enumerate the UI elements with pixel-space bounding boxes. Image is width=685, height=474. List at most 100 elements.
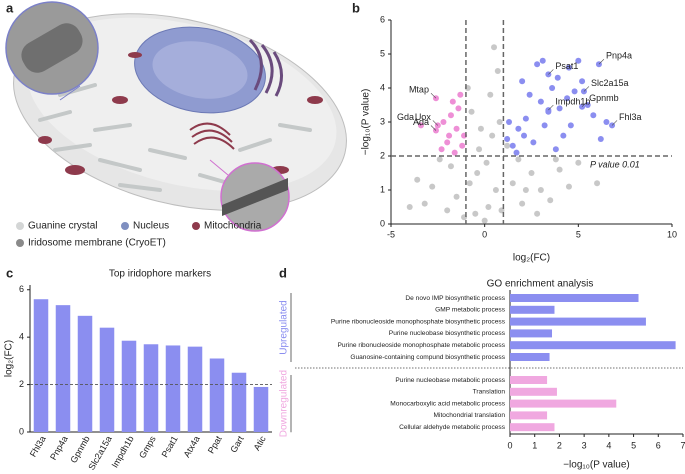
x-tick-label: 6 bbox=[656, 440, 661, 450]
bar bbox=[231, 372, 247, 432]
y-tick-label: 2 bbox=[19, 379, 24, 389]
x-tick-label: Ppat bbox=[206, 434, 224, 455]
bar bbox=[253, 386, 269, 432]
x-tick-label: Atic bbox=[252, 434, 268, 452]
panel-label: b bbox=[352, 0, 360, 15]
y-tick-label: 4 bbox=[19, 332, 24, 342]
bar bbox=[510, 341, 676, 350]
point bbox=[547, 197, 554, 204]
point bbox=[447, 112, 454, 119]
y-tick-label: Monocarboxylic acid metabolic process bbox=[390, 400, 505, 407]
point bbox=[549, 85, 556, 91]
legend-label: Mitochondria bbox=[204, 221, 262, 232]
point bbox=[455, 105, 462, 112]
point-label: Slc2a15a bbox=[591, 78, 629, 88]
point bbox=[468, 108, 475, 115]
point bbox=[481, 217, 488, 224]
point bbox=[449, 98, 456, 105]
point bbox=[406, 204, 413, 210]
point bbox=[444, 207, 451, 214]
point bbox=[504, 142, 511, 149]
point bbox=[494, 68, 501, 74]
point bbox=[477, 125, 484, 132]
point bbox=[509, 142, 516, 149]
point bbox=[571, 88, 578, 95]
bar bbox=[510, 353, 550, 361]
point bbox=[515, 156, 522, 163]
x-tick-label: Fhl3a bbox=[28, 434, 48, 458]
y-tick-label: 4 bbox=[380, 82, 385, 92]
legend-label: Nucleus bbox=[133, 221, 169, 232]
x-tick-label: 1 bbox=[532, 440, 537, 450]
bar bbox=[209, 358, 225, 432]
legend-swatch bbox=[121, 222, 129, 230]
x-tick-label: 5 bbox=[576, 229, 581, 239]
y-tick-label: 3 bbox=[380, 116, 385, 126]
cell-illustration bbox=[5, 1, 347, 232]
point bbox=[438, 146, 445, 153]
point bbox=[565, 64, 572, 71]
point bbox=[436, 156, 443, 163]
point bbox=[564, 95, 571, 102]
point bbox=[504, 136, 511, 142]
point bbox=[451, 149, 458, 156]
y-tick-label: 6 bbox=[380, 14, 385, 24]
point bbox=[537, 98, 544, 105]
bar bbox=[510, 387, 557, 396]
bar bbox=[510, 411, 548, 420]
point bbox=[541, 122, 548, 129]
label-leader bbox=[415, 120, 422, 126]
x-axis-label: log₂(FC) bbox=[513, 253, 550, 264]
point bbox=[519, 78, 526, 85]
bar bbox=[33, 299, 49, 432]
point bbox=[584, 102, 591, 108]
y-tick-label: Mitochondrial translation bbox=[434, 412, 506, 419]
label-leader bbox=[598, 58, 605, 65]
point bbox=[466, 180, 473, 187]
point bbox=[560, 132, 567, 139]
x-tick-label: 0 bbox=[507, 440, 512, 450]
point bbox=[492, 187, 499, 193]
bar bbox=[510, 329, 553, 338]
bar bbox=[510, 423, 555, 432]
x-tick-label: Pnp4a bbox=[48, 434, 70, 462]
bar bbox=[77, 315, 93, 432]
point bbox=[506, 119, 513, 125]
point bbox=[457, 91, 464, 98]
bar bbox=[510, 305, 555, 314]
y-tick-label: Purine ribonucleoside monophosphate meta… bbox=[337, 342, 505, 349]
y-tick-label: 2 bbox=[380, 150, 385, 160]
point-label: Pnp4a bbox=[606, 51, 632, 61]
point-label: Fhl3a bbox=[619, 112, 642, 122]
x-axis-label: −log₁₀(P value) bbox=[563, 460, 630, 471]
bar bbox=[510, 317, 646, 326]
label-leader bbox=[581, 101, 588, 107]
x-tick-label: -5 bbox=[387, 229, 395, 239]
point bbox=[567, 122, 574, 129]
y-tick-label: Translation bbox=[473, 389, 506, 396]
point bbox=[565, 183, 572, 190]
point bbox=[509, 180, 516, 187]
point-label: Mtap bbox=[409, 85, 429, 95]
point bbox=[515, 125, 522, 132]
point bbox=[575, 159, 582, 166]
point bbox=[453, 193, 460, 200]
bar bbox=[121, 340, 137, 432]
threshold-label: P value 0.01 bbox=[590, 159, 640, 169]
x-tick-label: Gart bbox=[228, 434, 246, 455]
x-tick-label: 5 bbox=[631, 440, 636, 450]
label-leader bbox=[548, 104, 554, 111]
point bbox=[453, 125, 460, 132]
point bbox=[528, 170, 535, 176]
point bbox=[534, 61, 541, 68]
point bbox=[440, 119, 447, 125]
point bbox=[603, 119, 610, 125]
point-label: Impdh1b bbox=[555, 96, 590, 106]
group-label: Upregulated bbox=[279, 300, 290, 354]
point bbox=[522, 187, 529, 193]
x-tick-label: 7 bbox=[680, 440, 685, 450]
point bbox=[483, 159, 490, 166]
point-label: Gpnmb bbox=[589, 93, 619, 103]
point bbox=[556, 166, 563, 173]
